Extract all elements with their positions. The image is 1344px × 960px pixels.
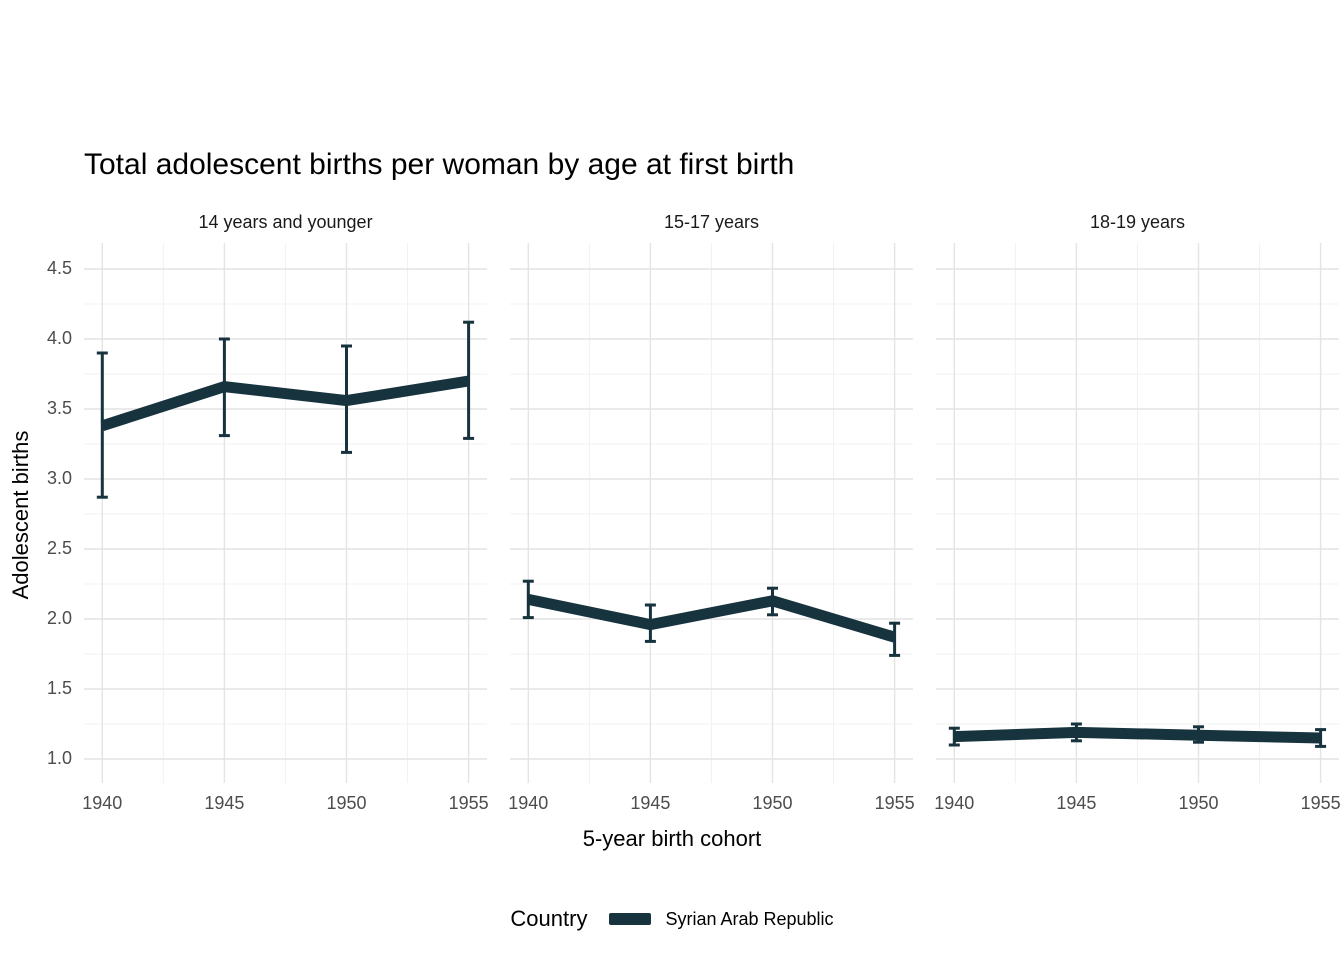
series-line-syrian-arab-republic xyxy=(100,375,470,432)
y-tick-label: 1.5 xyxy=(46,678,72,698)
x-tick-label: 1955 xyxy=(1300,793,1341,813)
series-line-syrian-arab-republic xyxy=(954,726,1321,744)
x-tick-label: 1950 xyxy=(752,793,793,813)
x-tick-label: 1950 xyxy=(1178,793,1219,813)
series-line-syrian-arab-republic xyxy=(527,594,897,643)
x-tick-label: 1940 xyxy=(82,793,123,813)
y-tick-label: 2.0 xyxy=(46,608,72,628)
x-tick-label: 1950 xyxy=(326,793,367,813)
y-tick-label: 3.5 xyxy=(46,398,72,418)
y-tick-label: 4.5 xyxy=(46,258,72,278)
legend-entry-label: Syrian Arab Republic xyxy=(665,908,834,929)
facet-strip-label: 18-19 years xyxy=(1089,212,1186,232)
x-axis-title: 5-year birth cohort xyxy=(582,826,762,851)
chart-title: Total adolescent births per woman by age… xyxy=(84,148,795,181)
x-tick-label: 1945 xyxy=(1056,793,1097,813)
x-tick-label: 1955 xyxy=(874,793,915,813)
legend-key-line xyxy=(609,913,652,925)
legend-title: Country xyxy=(510,906,588,931)
facet-strip-label: 15-17 years xyxy=(663,212,760,232)
y-tick-label: 4.0 xyxy=(46,328,72,348)
x-tick-label: 1940 xyxy=(934,793,975,813)
y-tick-label: 2.5 xyxy=(46,538,72,558)
x-tick-label: 1945 xyxy=(630,793,671,813)
x-tick-label: 1945 xyxy=(204,793,245,813)
legend: Country Syrian Arab Republic xyxy=(0,906,1344,932)
facet-strip-label: 14 years and younger xyxy=(198,212,373,232)
x-tick-label: 1940 xyxy=(508,793,549,813)
x-tick-label: 1955 xyxy=(448,793,489,813)
y-tick-label: 1.0 xyxy=(46,748,72,768)
y-tick-label: 3.0 xyxy=(46,468,72,488)
